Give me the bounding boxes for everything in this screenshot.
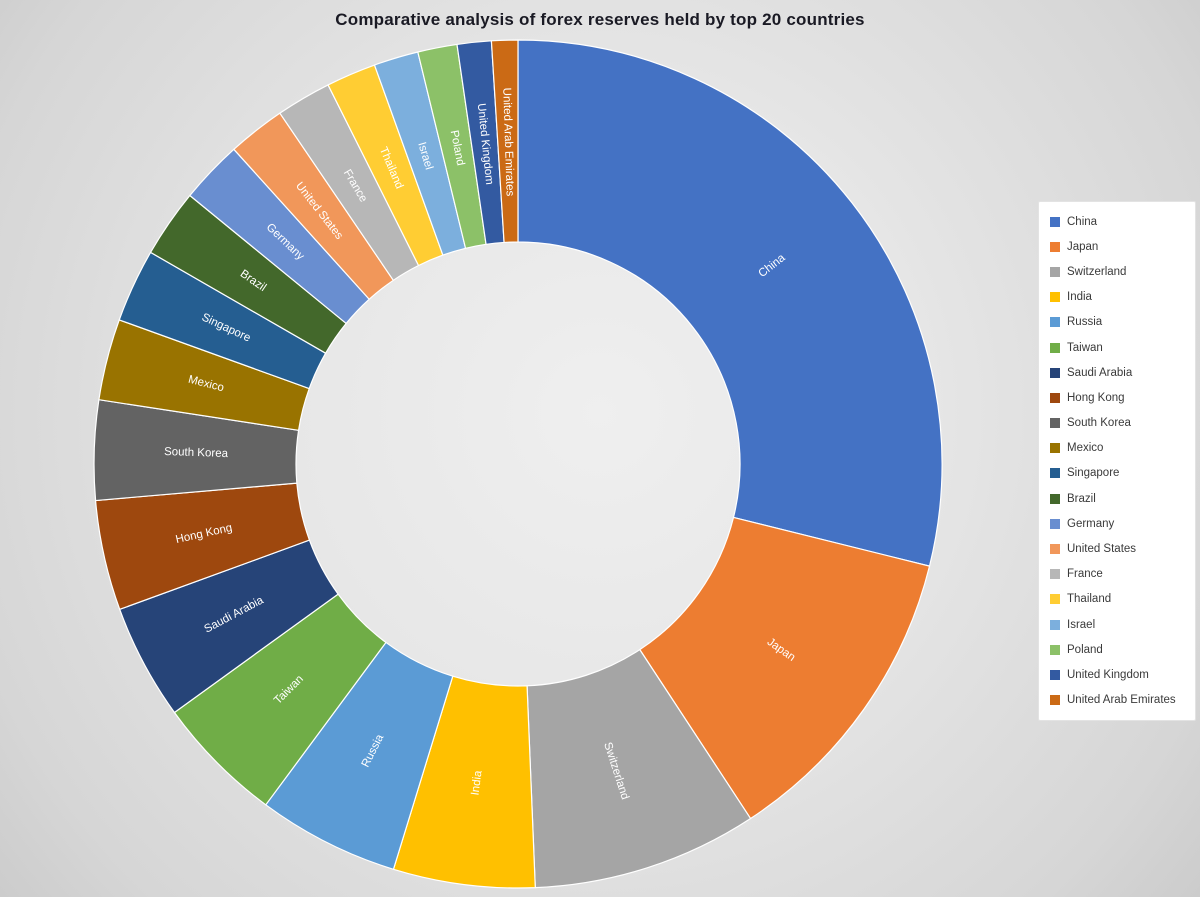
legend: China Japan Switzerland India Russia Taiwan Sa… (1038, 201, 1196, 721)
legend-item-united-arab-emirates[interactable]: United Arab Emirates (1039, 688, 1195, 713)
legend-label: India (1067, 291, 1092, 304)
legend-label: Switzerland (1067, 265, 1127, 278)
legend-swatch-icon (1050, 418, 1060, 429)
legend-label: Russia (1067, 316, 1103, 329)
legend-label: France (1067, 568, 1103, 581)
legend-label: China (1067, 215, 1098, 228)
legend-label: Taiwan (1067, 341, 1103, 354)
legend-item-thailand[interactable]: Thailand (1039, 587, 1195, 612)
legend-swatch-icon (1050, 216, 1060, 227)
legend-label: Japan (1067, 240, 1099, 253)
legend-swatch-icon (1050, 367, 1060, 378)
legend-items: China Japan Switzerland India Russia Taiwan Sa… (1039, 209, 1195, 713)
legend-swatch-icon (1050, 644, 1060, 655)
legend-item-france[interactable]: France (1039, 562, 1195, 587)
legend-item-united-states[interactable]: United States (1039, 536, 1195, 561)
legend-item-japan[interactable]: Japan (1039, 234, 1195, 259)
legend-label: Singapore (1067, 467, 1120, 480)
legend-label: Saudi Arabia (1067, 366, 1133, 379)
legend-label: United Arab Emirates (1067, 694, 1176, 707)
legend-label: Israel (1067, 618, 1096, 631)
legend-item-singapore[interactable]: Singapore (1039, 461, 1195, 486)
legend-item-brazil[interactable]: Brazil (1039, 486, 1195, 511)
legend-swatch-icon (1050, 619, 1060, 630)
legend-swatch-icon (1050, 695, 1060, 706)
legend-label: Brazil (1067, 492, 1096, 505)
legend-item-poland[interactable]: Poland (1039, 637, 1195, 662)
legend-item-south-korea[interactable]: South Korea (1039, 411, 1195, 436)
chart-title: Comparative analysis of forex reserves h… (335, 10, 865, 29)
legend-swatch-icon (1050, 317, 1060, 328)
legend-swatch-icon (1050, 342, 1060, 353)
legend-label: Mexico (1067, 442, 1104, 455)
legend-swatch-icon (1050, 669, 1060, 680)
legend-swatch-icon (1050, 518, 1060, 529)
pie-slice-japan[interactable] (639, 516, 931, 820)
pie-slice-china[interactable] (517, 39, 943, 567)
legend-label: Thailand (1067, 593, 1112, 606)
legend-item-saudi-arabia[interactable]: Saudi Arabia (1039, 360, 1195, 385)
legend-item-israel[interactable]: Israel (1039, 612, 1195, 637)
legend-swatch-icon (1050, 292, 1060, 303)
legend-label: Germany (1067, 517, 1115, 530)
legend-item-china[interactable]: China (1039, 209, 1195, 234)
legend-label: United Kingdom (1067, 668, 1149, 681)
legend-label: United States (1067, 543, 1137, 556)
legend-swatch-icon (1050, 468, 1060, 479)
legend-swatch-icon (1050, 544, 1060, 555)
legend-item-hong-kong[interactable]: Hong Kong (1039, 385, 1195, 410)
legend-item-russia[interactable]: Russia (1039, 310, 1195, 335)
legend-swatch-icon (1050, 569, 1060, 580)
pie-slice-united-arab-emirates[interactable] (490, 39, 519, 244)
legend-item-united-kingdom[interactable]: United Kingdom (1039, 662, 1195, 687)
legend-swatch-icon (1050, 443, 1060, 454)
legend-swatch-icon (1050, 493, 1060, 504)
legend-item-germany[interactable]: Germany (1039, 511, 1195, 536)
legend-item-mexico[interactable]: Mexico (1039, 436, 1195, 461)
legend-label: Poland (1067, 643, 1103, 656)
legend-label: South Korea (1067, 417, 1131, 430)
legend-swatch-icon (1050, 392, 1060, 403)
legend-item-taiwan[interactable]: Taiwan (1039, 335, 1195, 360)
legend-item-switzerland[interactable]: Switzerland (1039, 259, 1195, 284)
legend-swatch-icon (1050, 266, 1060, 277)
legend-swatch-icon (1050, 594, 1060, 605)
legend-item-india[interactable]: India (1039, 285, 1195, 310)
legend-swatch-icon (1050, 241, 1060, 252)
legend-label: Hong Kong (1067, 391, 1125, 404)
